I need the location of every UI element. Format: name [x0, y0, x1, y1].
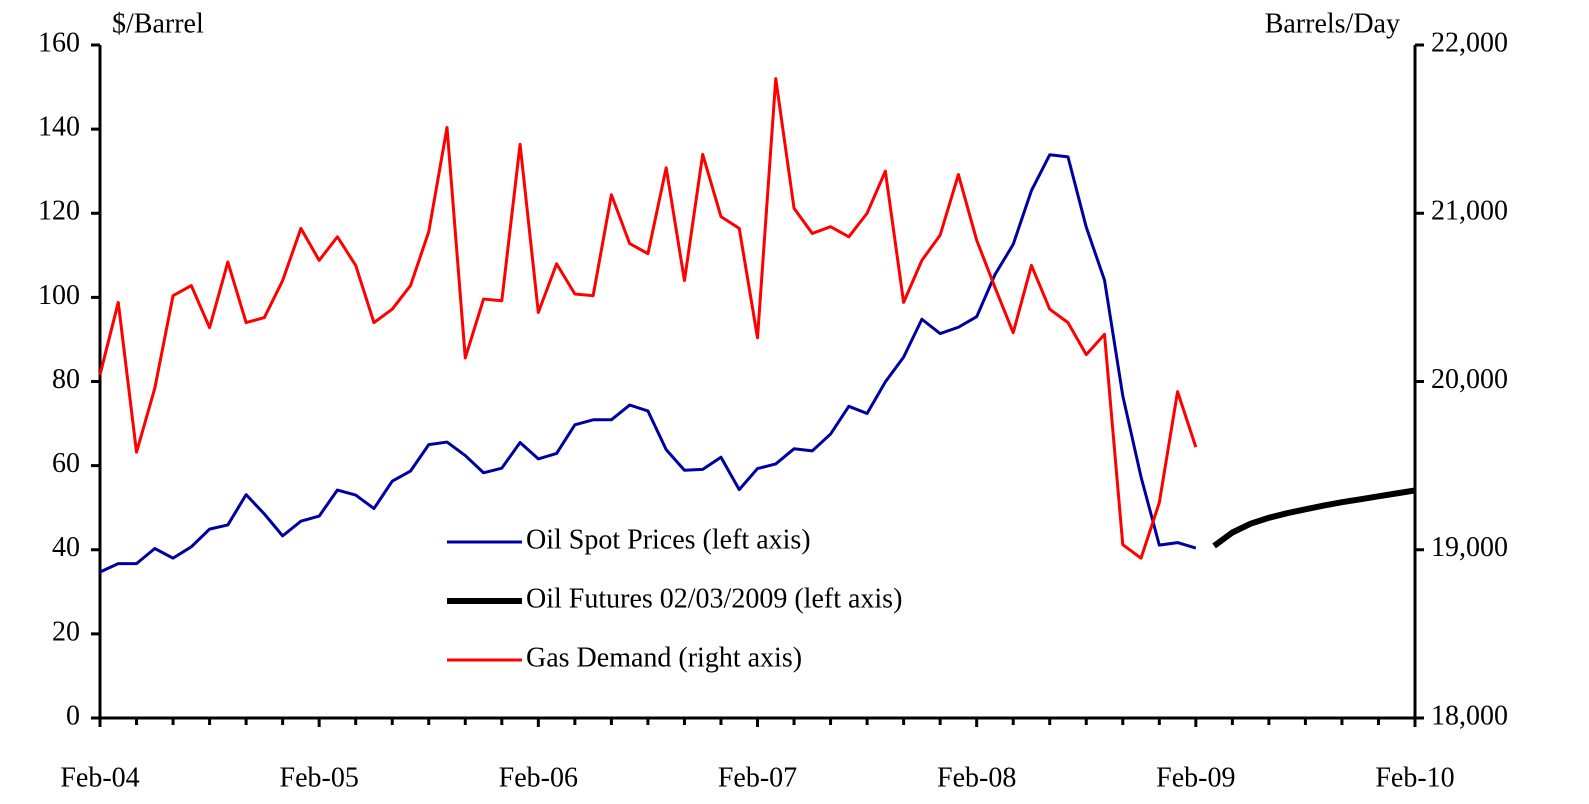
x-tick-label: Feb-06 — [499, 762, 578, 793]
y2-tick-label: 22,000 — [1431, 27, 1508, 58]
x-tick-label: Feb-04 — [60, 762, 139, 793]
x-tick-label: Feb-07 — [718, 762, 797, 793]
x-tick-label: Feb-09 — [1156, 762, 1235, 793]
y-tick-label: 140 — [38, 112, 80, 143]
y-tick-label: 20 — [52, 616, 80, 647]
y2-axis-label: Barrels/Day — [1265, 8, 1400, 39]
y2-tick-label: 18,000 — [1431, 700, 1508, 731]
x-tick-label: Feb-05 — [280, 762, 359, 793]
legend-label: Oil Spot Prices (left axis) — [526, 524, 811, 555]
series-line — [99, 153, 1197, 574]
y-tick-label: 100 — [38, 280, 80, 311]
y-tick-label: 60 — [52, 448, 80, 479]
y-tick-label: 160 — [38, 27, 80, 58]
x-tick-label: Feb-08 — [937, 762, 1016, 793]
y-tick-label: 120 — [38, 196, 80, 227]
y2-tick-label: 19,000 — [1431, 532, 1508, 563]
y-tick-label: 80 — [52, 364, 80, 395]
series-line — [1212, 487, 1416, 549]
x-tick-label: Feb-10 — [1375, 762, 1454, 793]
legend-label: Gas Demand (right axis) — [526, 642, 802, 673]
legend-label: Oil Futures 02/03/2009 (left axis) — [526, 583, 902, 614]
y2-tick-label: 21,000 — [1431, 196, 1508, 227]
series-line — [98, 77, 1198, 560]
y2-tick-label: 20,000 — [1431, 364, 1508, 395]
y-axis-label: $/Barrel — [112, 8, 204, 39]
y-tick-label: 40 — [52, 532, 80, 563]
y-tick-label: 0 — [66, 700, 80, 731]
